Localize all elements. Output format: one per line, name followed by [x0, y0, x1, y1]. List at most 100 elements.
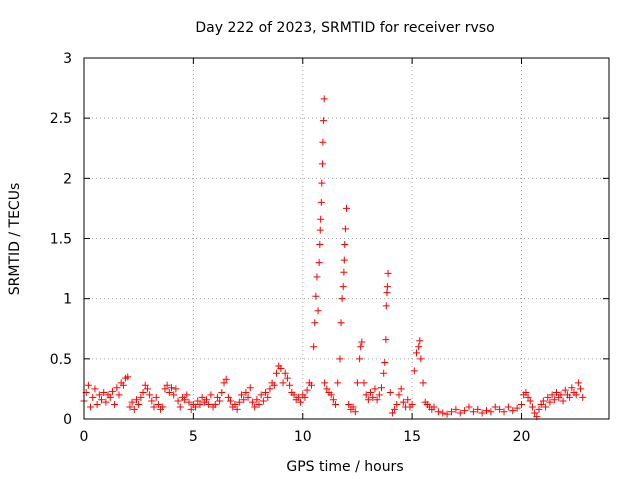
- data-point: [542, 403, 550, 411]
- data-point: [313, 273, 321, 281]
- data-point: [318, 160, 326, 168]
- data-point: [439, 409, 447, 417]
- data-point: [553, 389, 560, 397]
- data-point: [301, 393, 309, 401]
- data-point: [572, 391, 580, 399]
- data-point: [91, 385, 99, 393]
- data-point: [568, 384, 576, 392]
- data-point: [194, 397, 202, 405]
- data-point: [185, 398, 193, 406]
- data-point: [87, 403, 95, 411]
- data-point: [224, 393, 232, 401]
- data-point: [290, 391, 298, 399]
- data-point: [310, 343, 318, 351]
- data-point: [375, 391, 383, 399]
- data-point: [399, 398, 407, 406]
- y-tick-label: 0.5: [50, 352, 72, 368]
- data-point: [465, 403, 473, 411]
- data-point: [356, 355, 364, 363]
- data-point: [187, 405, 195, 413]
- data-point: [332, 401, 340, 409]
- data-point: [413, 349, 420, 357]
- data-point: [218, 389, 226, 397]
- data-point: [100, 389, 108, 397]
- data-point: [513, 404, 521, 412]
- data-point: [259, 397, 267, 405]
- data-point: [338, 295, 346, 303]
- data-point: [452, 405, 460, 413]
- data-point: [174, 397, 182, 405]
- data-point: [321, 379, 329, 387]
- data-point: [404, 396, 412, 404]
- data-point: [283, 374, 291, 382]
- data-point: [381, 358, 389, 366]
- data-point: [163, 381, 171, 389]
- data-point: [159, 403, 167, 411]
- data-point: [84, 381, 92, 389]
- data-point: [115, 391, 123, 399]
- data-point: [483, 407, 490, 415]
- data-point: [113, 384, 121, 392]
- data-point: [478, 409, 486, 417]
- data-point: [248, 398, 256, 406]
- data-point: [317, 198, 325, 206]
- data-point: [323, 385, 331, 393]
- data-point: [316, 226, 324, 234]
- data-point: [89, 393, 97, 401]
- y-tick-label: 3: [63, 51, 72, 67]
- data-point: [98, 396, 105, 404]
- data-point: [577, 385, 585, 393]
- data-point: [524, 393, 532, 401]
- data-point: [130, 405, 138, 413]
- data-point: [196, 401, 204, 409]
- data-point: [443, 410, 451, 418]
- data-point: [168, 384, 175, 392]
- data-point: [434, 408, 442, 416]
- data-point: [273, 369, 280, 377]
- data-point: [137, 393, 145, 401]
- data-point: [358, 338, 366, 346]
- data-point: [371, 385, 379, 393]
- data-point: [448, 408, 455, 416]
- data-point: [303, 386, 311, 394]
- data-point: [430, 403, 438, 411]
- y-tick-label: 0: [63, 412, 72, 428]
- data-point: [255, 401, 263, 409]
- x-tick-label: 10: [294, 429, 312, 445]
- data-point: [297, 398, 305, 406]
- data-point: [95, 391, 103, 399]
- data-point: [550, 396, 558, 404]
- data-point: [327, 391, 335, 399]
- data-point: [367, 389, 375, 397]
- data-point: [266, 385, 274, 393]
- data-point: [308, 381, 315, 389]
- data-point: [504, 403, 512, 411]
- data-point: [150, 403, 158, 411]
- data-point: [579, 393, 587, 401]
- grid: [84, 58, 609, 419]
- data-point: [102, 398, 110, 406]
- data-point: [183, 391, 191, 399]
- data-point: [415, 343, 423, 351]
- data-point: [362, 391, 370, 399]
- data-point: [382, 336, 390, 344]
- data-point: [314, 307, 322, 315]
- data-point: [566, 393, 574, 401]
- data-point: [270, 381, 278, 389]
- data-point: [319, 138, 327, 146]
- data-point: [242, 389, 250, 397]
- data-point: [329, 396, 337, 404]
- data-point: [281, 369, 289, 377]
- data-point: [469, 408, 477, 416]
- x-tick-label: 0: [80, 429, 89, 445]
- data-point: [244, 393, 252, 401]
- data-point: [349, 403, 357, 411]
- data-point: [491, 403, 499, 411]
- data-point: [337, 319, 345, 327]
- data-point: [561, 386, 569, 394]
- data-point: [203, 396, 210, 404]
- data-point: [152, 393, 160, 401]
- data-point: [518, 401, 525, 409]
- data-point: [124, 373, 132, 381]
- data-point: [315, 259, 323, 267]
